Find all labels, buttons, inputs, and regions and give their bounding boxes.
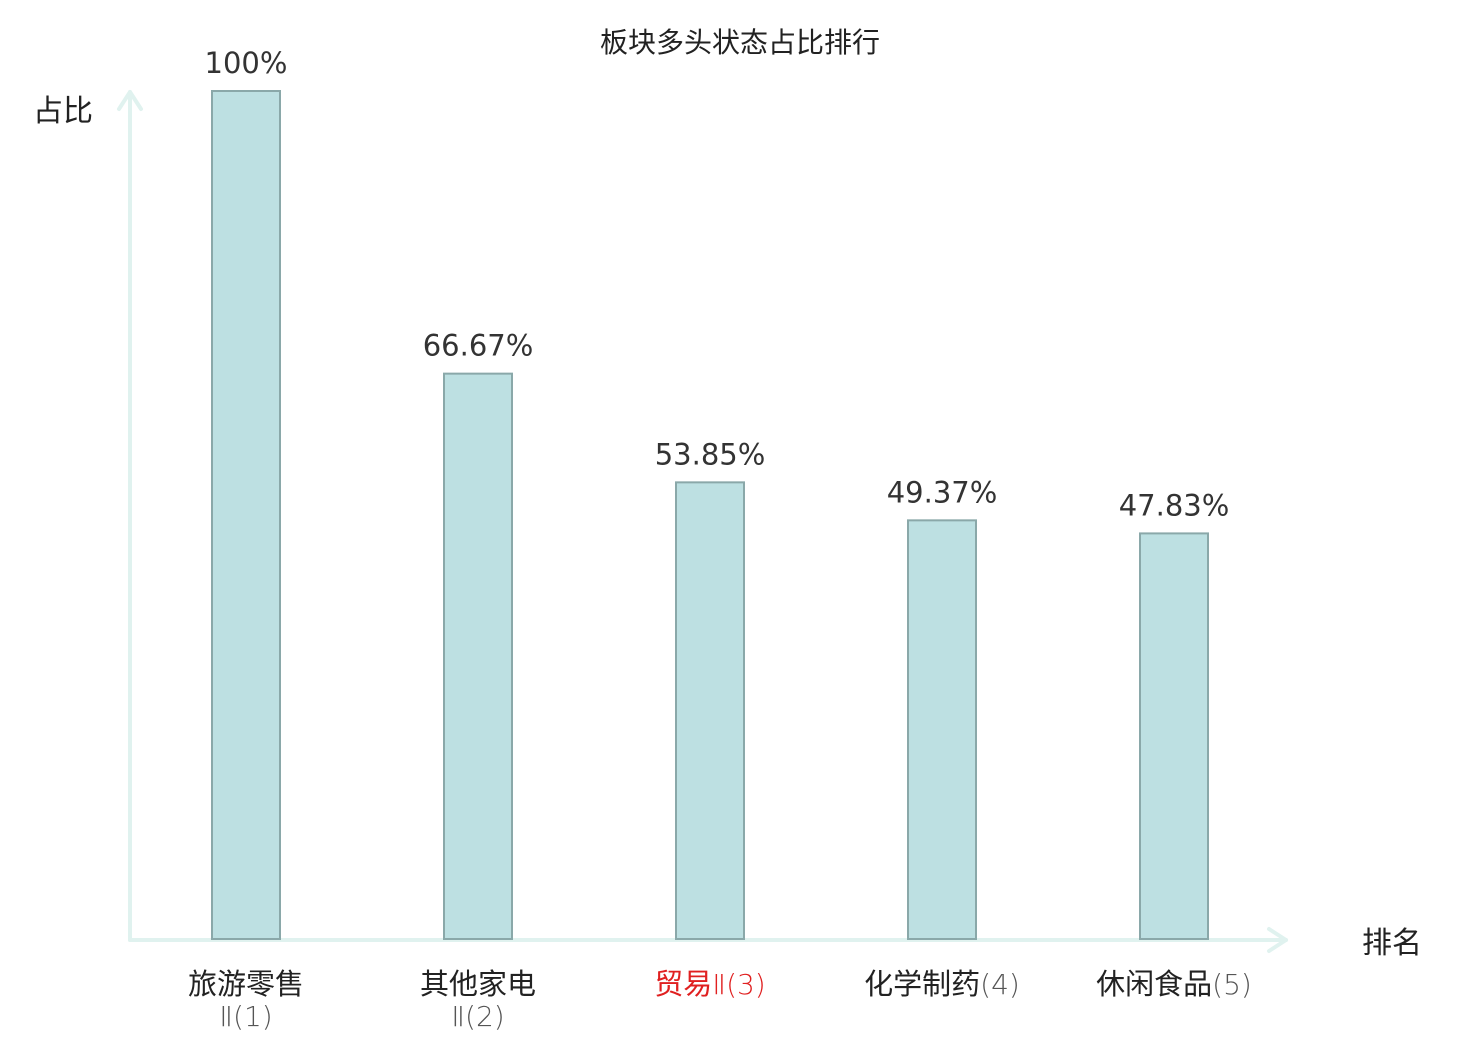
chart-title: 板块多头状态占比排行: [600, 26, 880, 59]
bar-5: [1139, 532, 1209, 940]
bar-4: [907, 519, 977, 940]
x-tick-name-5: 休闲食品: [1096, 967, 1212, 1001]
svg-text:化学制药(4): 化学制药(4): [864, 967, 1020, 1001]
x-tick-name-2: 其他家电: [420, 967, 536, 1001]
x-tick-label-4: 化学制药(4): [864, 967, 1020, 1001]
value-labels-group: 100% 66.67% 53.85% 49.37% 47.83%: [205, 46, 1230, 522]
bar-2: [443, 372, 513, 940]
x-tick-rank-1: Ⅱ(1): [219, 1000, 272, 1033]
data-label-2: 66.67%: [423, 329, 534, 363]
x-tick-label-3: 贸易Ⅱ(3): [654, 967, 765, 1001]
x-tick-rank-4: (4): [980, 968, 1020, 1001]
data-label-1: 100%: [205, 46, 288, 80]
bar-1: [211, 90, 281, 940]
x-axis-label: 排名: [1362, 926, 1422, 961]
y-axis-arrow: [117, 90, 143, 111]
data-label-4: 49.37%: [887, 475, 998, 509]
x-tick-label-5: 休闲食品(5): [1096, 967, 1252, 1001]
data-label-5: 47.83%: [1119, 488, 1230, 522]
x-tick-name-3: 贸易: [654, 967, 712, 1001]
svg-text:贸易Ⅱ(3): 贸易Ⅱ(3): [654, 967, 765, 1001]
y-axis-label: 占比: [33, 94, 93, 129]
svg-text:休闲食品(5): 休闲食品(5): [1096, 967, 1252, 1001]
x-tick-rank-2: Ⅱ(2): [451, 1000, 504, 1033]
x-tick-name-4: 化学制药: [864, 967, 980, 1001]
x-tick-rank-3: Ⅱ(3): [712, 968, 765, 1001]
bars-group: [211, 90, 1209, 940]
bar-3: [675, 481, 745, 940]
x-axis-arrow: [1267, 927, 1288, 953]
data-label-3: 53.85%: [655, 437, 766, 471]
x-tick-rank-5: (5): [1212, 968, 1252, 1001]
x-tick-name-1: 旅游零售: [188, 967, 304, 1001]
